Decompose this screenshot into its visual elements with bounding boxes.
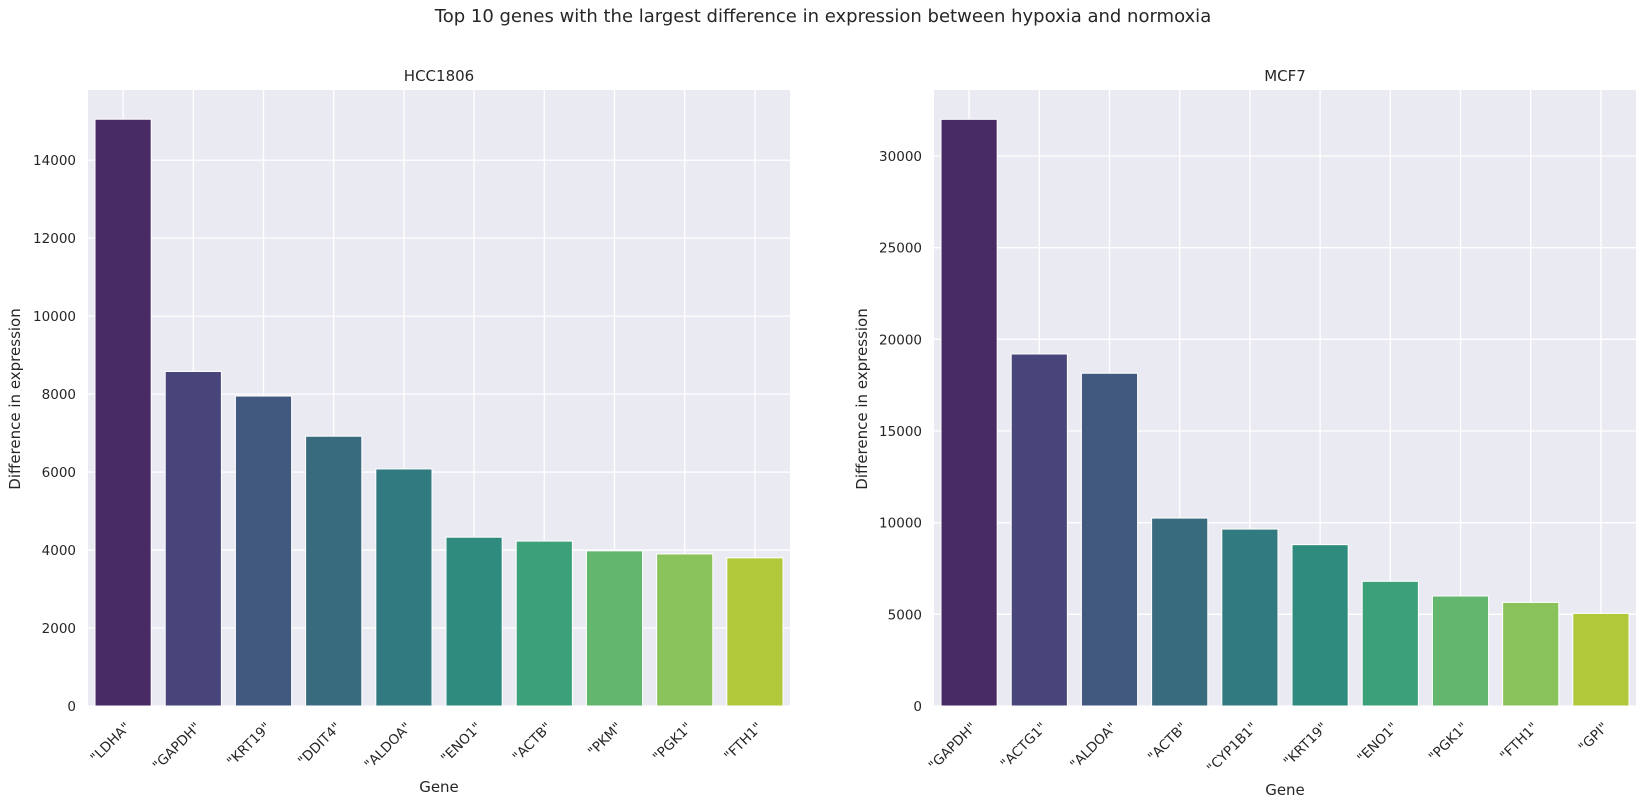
bar-mcf7-10 bbox=[1572, 612, 1630, 707]
bar-mcf7-5 bbox=[1221, 528, 1279, 707]
x-tick-label: "PGK1" bbox=[1426, 720, 1472, 766]
x-tick-label: "GPI" bbox=[1576, 720, 1612, 756]
x-tick-label: "CYP1B1" bbox=[1204, 720, 1261, 777]
y-tick-label: 10000 bbox=[879, 516, 922, 532]
x-tick-label: "GAPDH" bbox=[926, 720, 980, 774]
x-tick-label: "ALDOA" bbox=[362, 720, 415, 773]
bar-mcf7-2 bbox=[1010, 353, 1068, 707]
y-tick-label: 4000 bbox=[42, 543, 76, 559]
x-tick-label: "KRT19" bbox=[1281, 720, 1331, 770]
y-tick-label: 14000 bbox=[33, 153, 76, 169]
x-tick-label: "KRT19" bbox=[224, 720, 274, 770]
bar-hcc1806-8 bbox=[585, 550, 644, 707]
y-tick-label: 20000 bbox=[879, 332, 922, 348]
y-tick-label: 0 bbox=[67, 699, 76, 715]
x-tick-label: "FTH1" bbox=[1497, 720, 1542, 765]
x-tick-label: "PGK1" bbox=[650, 720, 696, 766]
bar-hcc1806-2 bbox=[164, 370, 222, 707]
panel-title-hcc1806: HCC1806 bbox=[404, 67, 474, 85]
y-tick-label: 5000 bbox=[888, 607, 922, 623]
panel-title-mcf7: MCF7 bbox=[1264, 67, 1306, 85]
y-tick-label: 12000 bbox=[33, 231, 76, 247]
y-tick-label: 30000 bbox=[879, 149, 922, 165]
bar-mcf7-4 bbox=[1151, 517, 1209, 707]
y-tick-label: 0 bbox=[913, 699, 922, 715]
y-axis-label-mcf7: Difference in expression bbox=[853, 308, 871, 489]
plot-area-hcc1806: 0 2000 4000 6000 8000 10000 12000 14000 "LDHA" "G… bbox=[33, 90, 790, 774]
figure-title: Top 10 genes with the largest difference… bbox=[434, 6, 1212, 27]
bar-hcc1806-9 bbox=[656, 553, 714, 707]
y-tick-label: 15000 bbox=[879, 424, 922, 440]
plot-area-mcf7: 0 5000 10000 15000 20000 25000 30000 "GAPDH" "AC… bbox=[879, 90, 1636, 776]
x-axis-label-hcc1806: Gene bbox=[419, 778, 459, 796]
bar-hcc1806-3 bbox=[234, 395, 293, 707]
bar-hcc1806-10 bbox=[726, 557, 784, 707]
x-tick-label: "ACTB" bbox=[1145, 720, 1191, 766]
y-tick-label: 6000 bbox=[42, 465, 76, 481]
bar-mcf7-9 bbox=[1502, 601, 1560, 707]
y-axis-label-hcc1806: Difference in expression bbox=[6, 308, 24, 489]
y-tick-label: 10000 bbox=[33, 309, 76, 325]
y-tick-label: 2000 bbox=[42, 621, 76, 637]
x-tick-label: "ACTG1" bbox=[998, 720, 1050, 772]
bar-hcc1806-5 bbox=[375, 468, 433, 707]
x-tick-label: "PKM" bbox=[585, 720, 625, 760]
bar-hcc1806-7 bbox=[515, 540, 573, 707]
bar-hcc1806-6 bbox=[445, 536, 503, 707]
bar-mcf7-3 bbox=[1080, 372, 1139, 707]
x-tick-label: "DDIT4" bbox=[295, 720, 345, 770]
bar-mcf7-7 bbox=[1361, 580, 1419, 707]
x-tick-label: "GAPDH" bbox=[150, 720, 204, 774]
y-tick-label: 8000 bbox=[42, 387, 76, 403]
bar-hcc1806-4 bbox=[305, 435, 363, 707]
x-tick-label: "ACTB" bbox=[510, 720, 556, 766]
bar-mcf7-6 bbox=[1291, 544, 1349, 707]
y-tick-label: 25000 bbox=[879, 241, 922, 257]
bar-hcc1806-1 bbox=[94, 118, 152, 707]
bar-mcf7-8 bbox=[1431, 595, 1490, 707]
x-tick-label: "ALDOA" bbox=[1067, 720, 1120, 773]
x-tick-label: "LDHA" bbox=[87, 720, 133, 766]
x-axis-label-mcf7: Gene bbox=[1265, 781, 1305, 799]
x-tick-label: "FTH1" bbox=[721, 720, 766, 765]
x-tick-label: "ENO1" bbox=[438, 720, 485, 767]
x-tick-label: "ENO1" bbox=[1354, 720, 1401, 767]
bar-mcf7-1 bbox=[940, 118, 998, 707]
